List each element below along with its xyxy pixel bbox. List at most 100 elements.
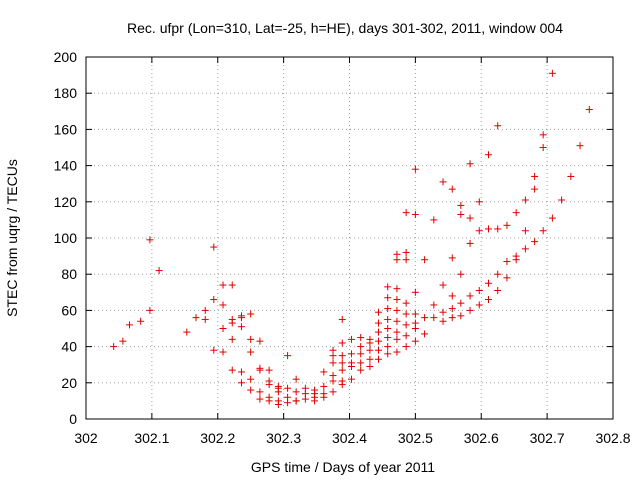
data-point: [284, 384, 292, 392]
data-point: [384, 305, 392, 313]
data-point: [338, 366, 346, 374]
data-point: [466, 306, 474, 314]
data-point: [439, 308, 447, 316]
data-point: [384, 283, 392, 291]
data-point: [466, 214, 474, 222]
data-point: [430, 314, 438, 322]
data-point: [228, 281, 236, 289]
data-point: [347, 375, 355, 383]
x-tick-label: 302.5: [398, 430, 433, 446]
data-point: [548, 69, 556, 77]
x-tick-label: 302.7: [530, 430, 565, 446]
data-point: [347, 350, 355, 358]
data-point: [384, 334, 392, 342]
data-point: [503, 221, 511, 229]
y-tick-label: 40: [61, 339, 77, 355]
data-point: [237, 379, 245, 387]
data-point: [475, 198, 483, 206]
data-point: [338, 381, 346, 389]
data-point: [475, 301, 483, 309]
data-point: [338, 315, 346, 323]
data-point: [521, 196, 529, 204]
data-point: [439, 281, 447, 289]
data-point: [448, 185, 456, 193]
data-points: [110, 69, 593, 409]
data-point: [448, 305, 456, 313]
data-point: [247, 348, 255, 356]
data-point: [384, 325, 392, 332]
data-point: [247, 335, 255, 343]
data-point: [567, 172, 575, 180]
data-point: [393, 256, 401, 264]
data-point: [448, 314, 456, 322]
data-point: [466, 292, 474, 300]
data-point: [539, 227, 547, 235]
data-point: [384, 343, 392, 351]
y-tick-label: 100: [54, 230, 78, 246]
data-point: [402, 256, 410, 264]
x-tick-label: 302: [74, 430, 98, 446]
x-tick-label: 302.2: [200, 430, 235, 446]
data-point: [393, 328, 401, 336]
data-point: [284, 352, 292, 360]
data-point: [393, 306, 401, 314]
data-point: [274, 388, 282, 396]
data-point: [219, 325, 227, 332]
axis-ticks: [85, 56, 614, 420]
data-point: [494, 270, 502, 278]
data-point: [357, 350, 365, 358]
data-point: [421, 330, 429, 338]
data-point: [228, 335, 236, 343]
data-point: [402, 332, 410, 340]
data-point: [284, 399, 292, 407]
data-point: [366, 355, 374, 363]
y-tick-label: 120: [54, 194, 78, 210]
data-point: [421, 256, 429, 264]
data-point: [548, 214, 556, 222]
data-point: [494, 122, 502, 130]
data-point: [292, 375, 300, 383]
y-tick-label: 200: [54, 49, 78, 65]
data-point: [484, 151, 492, 159]
data-point: [357, 366, 365, 374]
x-tick-label: 302.6: [464, 430, 499, 446]
x-tick-label: 302.3: [266, 430, 301, 446]
chart-title: Rec. ufpr (Lon=310, Lat=-25, h=HE), days…: [127, 20, 563, 36]
data-point: [576, 142, 584, 150]
data-point: [466, 160, 474, 168]
data-point: [393, 285, 401, 293]
y-tick-label: 80: [61, 266, 77, 282]
data-point: [256, 388, 264, 396]
data-point: [457, 270, 465, 278]
data-point: [393, 317, 401, 325]
data-point: [503, 258, 511, 266]
data-point: [531, 172, 539, 180]
data-point: [329, 377, 337, 385]
data-point: [292, 388, 300, 396]
data-point: [219, 281, 227, 289]
data-point: [521, 227, 529, 235]
data-point: [311, 397, 319, 405]
data-point: [374, 319, 382, 327]
data-point: [137, 317, 145, 325]
y-tick-label: 160: [54, 121, 78, 137]
data-point: [539, 144, 547, 151]
data-point: [256, 337, 264, 345]
data-point: [558, 196, 566, 204]
y-tick-label: 140: [54, 158, 78, 174]
data-point: [466, 239, 474, 247]
data-point: [357, 334, 365, 342]
data-point: [301, 395, 309, 403]
data-point: [119, 337, 127, 345]
data-point: [201, 306, 209, 314]
data-point: [201, 315, 209, 323]
data-point: [475, 227, 483, 235]
data-point: [320, 368, 328, 376]
data-point: [512, 256, 520, 264]
data-point: [320, 393, 328, 401]
data-point: [430, 216, 438, 224]
data-point: [247, 375, 255, 383]
data-point: [402, 343, 410, 351]
